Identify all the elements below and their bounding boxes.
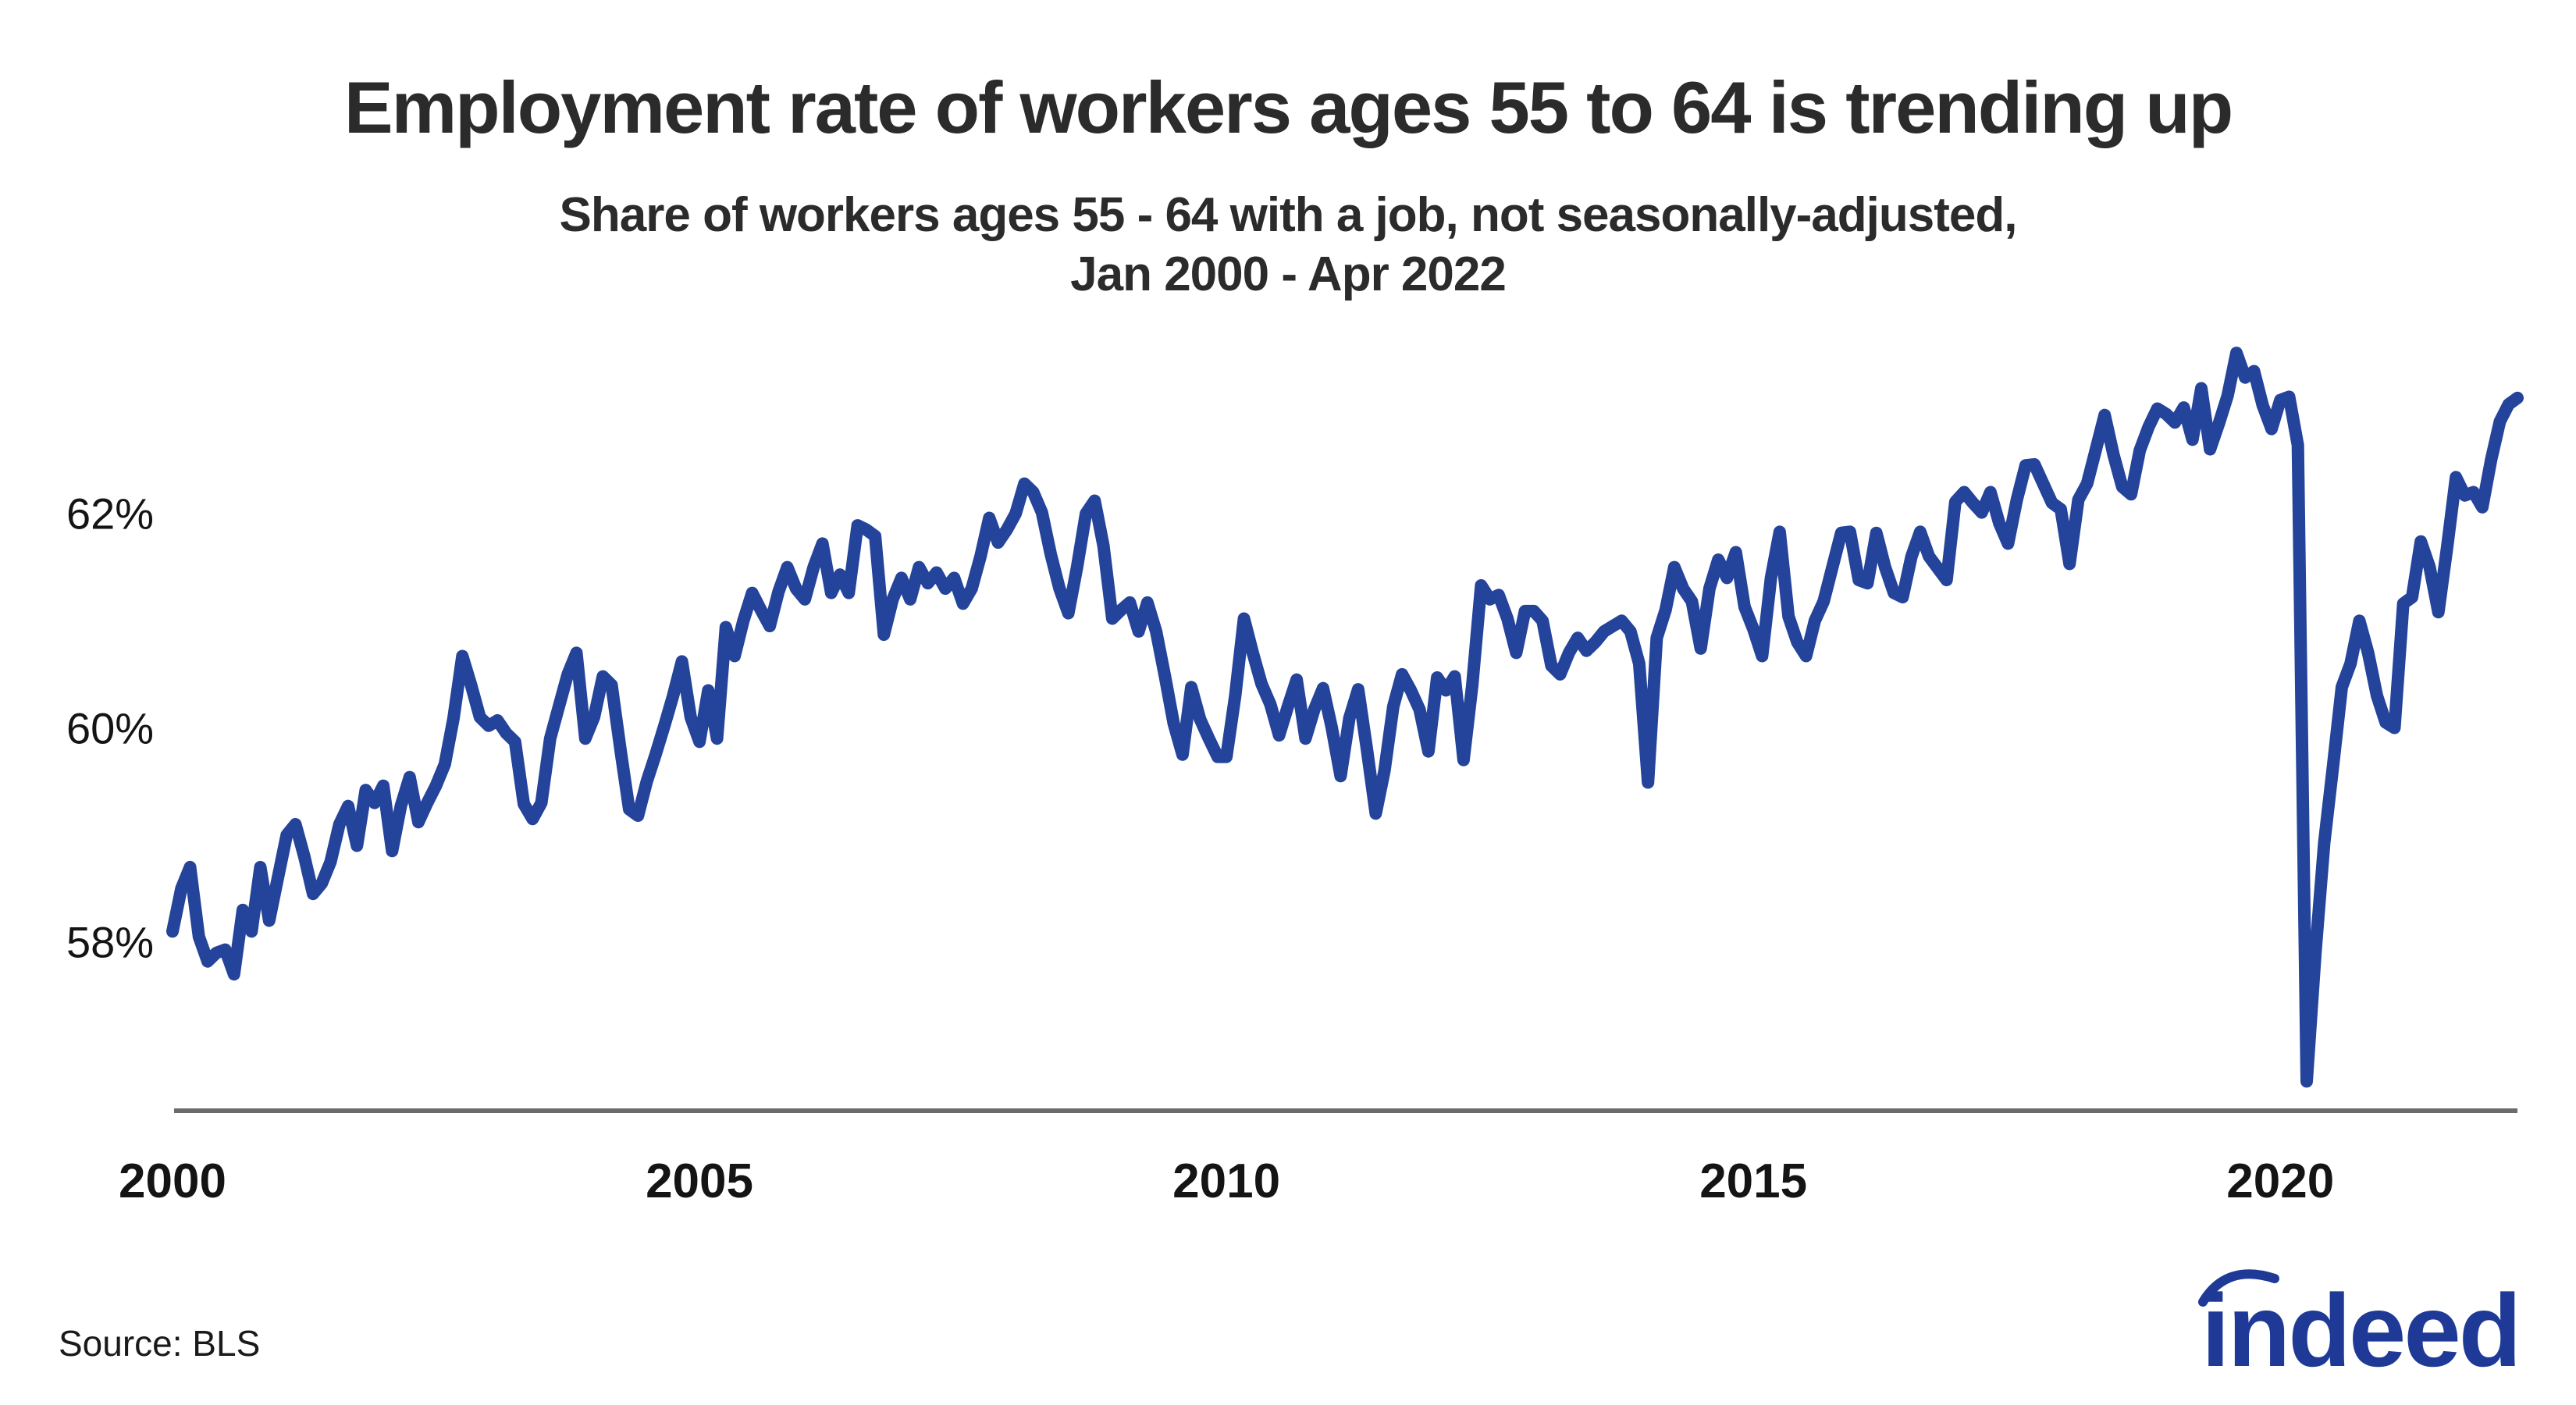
x-tick-label: 2020 bbox=[2226, 1154, 2335, 1208]
y-tick-label: 60% bbox=[66, 703, 155, 752]
chart-subtitle: Share of workers ages 55 - 64 with a job… bbox=[559, 186, 2018, 304]
employment-rate-series-line bbox=[166, 347, 2524, 1088]
subtitle-line-1: Share of workers ages 55 - 64 with a job… bbox=[559, 188, 2018, 242]
indeed-logo-arc bbox=[2198, 1269, 2279, 1307]
indeed-logo-text: indeed bbox=[2201, 1273, 2519, 1383]
subtitle-line-2: Jan 2000 - Apr 2022 bbox=[1070, 247, 1507, 301]
x-tick-label: 2010 bbox=[1172, 1154, 1281, 1208]
x-tick-label: 2005 bbox=[646, 1154, 754, 1208]
y-tick-label: 62% bbox=[66, 489, 155, 539]
y-tick-label: 58% bbox=[66, 917, 155, 967]
indeed-logo: indeed bbox=[2198, 1269, 2521, 1383]
x-tick-label: 2000 bbox=[119, 1154, 226, 1208]
x-tick-label: 2015 bbox=[1699, 1154, 1808, 1208]
source-note: Source: BLS bbox=[59, 1323, 261, 1364]
page-title: Employment rate of workers ages 55 to 64… bbox=[343, 66, 2233, 148]
